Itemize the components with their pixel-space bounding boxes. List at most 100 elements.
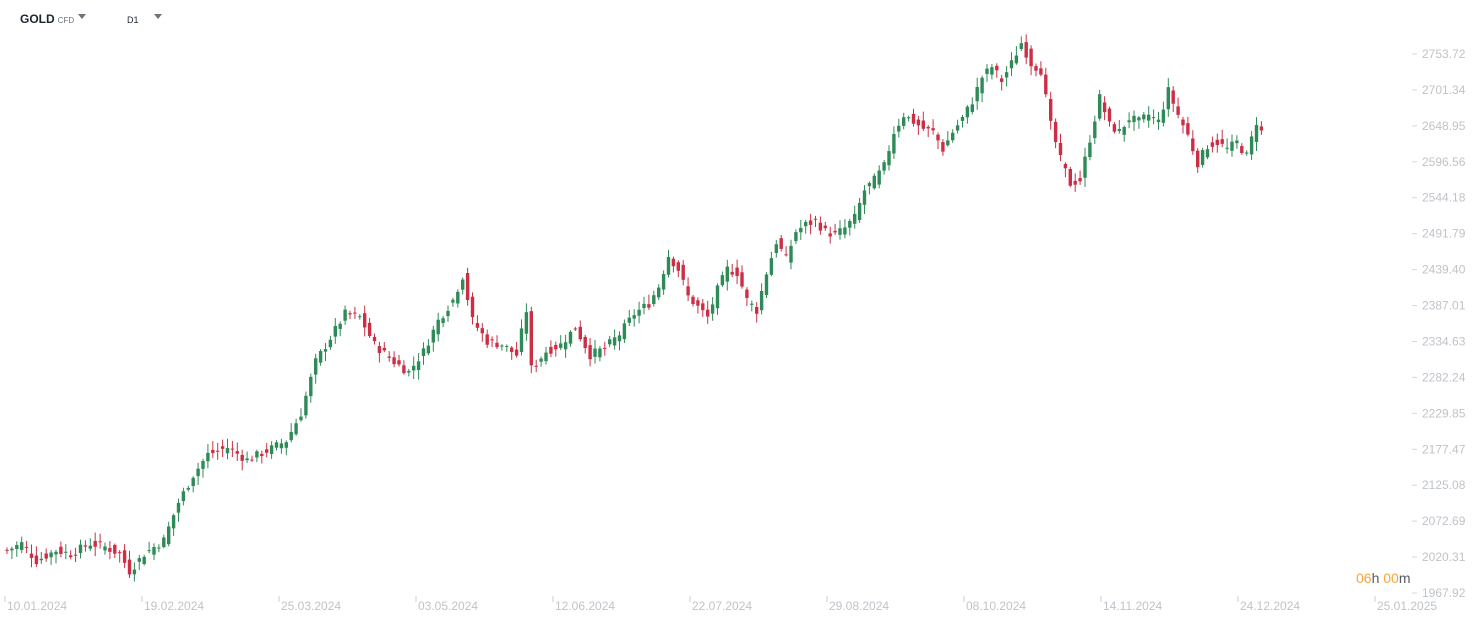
candle[interactable] [1073, 173, 1077, 192]
candle[interactable] [240, 449, 244, 471]
candle[interactable] [142, 554, 146, 566]
candle[interactable] [338, 321, 342, 337]
candle[interactable] [1083, 147, 1087, 187]
candle[interactable] [480, 322, 484, 342]
candle[interactable] [206, 444, 210, 469]
candle[interactable] [936, 132, 940, 149]
candle[interactable] [955, 119, 960, 134]
candle[interactable] [794, 229, 798, 245]
candle[interactable] [995, 63, 999, 78]
candle[interactable] [451, 297, 455, 307]
candle[interactable] [706, 300, 710, 324]
candle[interactable] [759, 283, 764, 315]
candle[interactable] [588, 337, 592, 367]
candle[interactable] [1245, 150, 1249, 156]
candle[interactable] [843, 219, 847, 239]
candle[interactable] [456, 289, 460, 308]
candle[interactable] [176, 498, 181, 522]
candle[interactable] [147, 541, 151, 554]
candle[interactable] [1088, 135, 1092, 161]
candle[interactable] [78, 539, 83, 559]
candle[interactable] [902, 112, 906, 130]
candle[interactable] [318, 348, 323, 366]
candle[interactable] [1000, 74, 1004, 91]
candle[interactable] [216, 442, 220, 460]
candle[interactable] [696, 297, 700, 314]
candle[interactable] [152, 543, 156, 561]
candle[interactable] [20, 536, 24, 554]
candle[interactable] [505, 344, 509, 352]
candle[interactable] [877, 165, 881, 189]
candle[interactable] [612, 329, 617, 350]
candle[interactable] [127, 550, 132, 578]
candle[interactable] [260, 450, 264, 464]
candle[interactable] [725, 259, 729, 291]
candle[interactable] [1181, 116, 1185, 134]
candle[interactable] [960, 114, 965, 128]
candle[interactable] [514, 341, 519, 358]
candle[interactable] [1176, 97, 1180, 119]
candle[interactable] [407, 368, 411, 377]
candle[interactable] [461, 277, 465, 295]
candle[interactable] [510, 346, 514, 360]
candle[interactable] [833, 223, 837, 235]
candle[interactable] [828, 226, 832, 244]
candle[interactable] [495, 335, 499, 350]
candle[interactable] [583, 334, 587, 354]
candle[interactable] [113, 543, 117, 559]
candle[interactable] [1039, 61, 1043, 77]
candle[interactable] [818, 216, 823, 235]
candle[interactable] [1215, 133, 1219, 153]
candle[interactable] [617, 331, 622, 351]
candle[interactable] [1151, 109, 1156, 125]
candle[interactable] [441, 315, 445, 328]
candle[interactable] [661, 270, 666, 295]
candle[interactable] [990, 63, 994, 80]
candle[interactable] [39, 551, 43, 564]
candle[interactable] [387, 351, 391, 362]
candle[interactable] [196, 462, 200, 485]
candle[interactable] [911, 108, 916, 127]
candle[interactable] [323, 342, 328, 361]
candle[interactable] [412, 356, 416, 380]
candle[interactable] [485, 329, 489, 348]
candle[interactable] [201, 458, 205, 478]
candle[interactable] [764, 272, 769, 298]
candle[interactable] [162, 534, 166, 549]
candle[interactable] [265, 442, 269, 458]
candle[interactable] [1044, 67, 1048, 98]
candle[interactable] [593, 339, 597, 364]
candle[interactable] [220, 439, 225, 458]
candle[interactable] [333, 318, 337, 344]
candle[interactable] [137, 554, 141, 570]
candle[interactable] [1240, 143, 1244, 155]
candle[interactable] [157, 544, 161, 553]
candle[interactable] [779, 235, 783, 252]
candle[interactable] [1004, 66, 1009, 87]
candle[interactable] [416, 353, 421, 380]
candle[interactable] [289, 423, 293, 443]
candle[interactable] [230, 441, 235, 458]
candle[interactable] [191, 476, 195, 493]
symbol-selector[interactable]: GOLD CFD [20, 12, 74, 26]
candle[interactable] [1053, 118, 1058, 149]
candle[interactable] [710, 297, 715, 321]
candle[interactable] [1142, 112, 1146, 123]
candle[interactable] [598, 346, 602, 362]
candle[interactable] [657, 284, 661, 301]
candle[interactable] [804, 219, 808, 234]
candle[interactable] [1254, 117, 1259, 151]
candle[interactable] [309, 373, 313, 403]
candle[interactable] [823, 221, 827, 231]
candle[interactable] [573, 326, 578, 331]
candle[interactable] [1063, 162, 1068, 178]
candle[interactable] [431, 325, 435, 352]
candle[interactable] [666, 249, 671, 278]
candle[interactable] [353, 306, 357, 319]
candle[interactable] [921, 111, 925, 132]
candle[interactable] [343, 305, 347, 325]
candle[interactable] [54, 549, 58, 564]
candle[interactable] [549, 340, 553, 358]
candle[interactable] [1249, 130, 1254, 161]
